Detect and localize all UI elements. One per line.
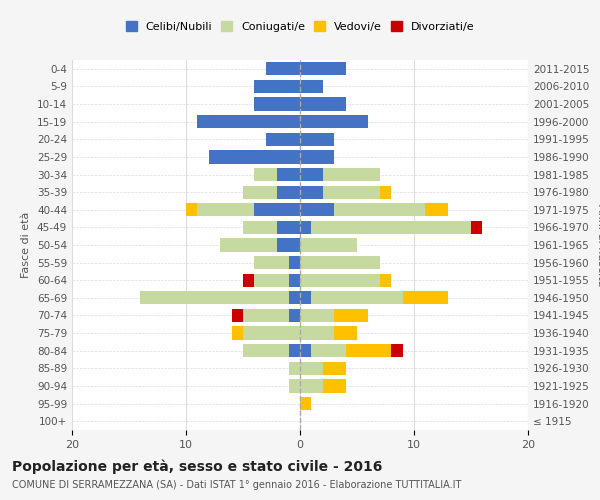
Bar xyxy=(300,203,334,216)
Bar xyxy=(197,115,300,128)
Bar xyxy=(300,221,311,234)
Bar xyxy=(300,238,357,252)
Bar xyxy=(289,274,300,287)
Bar xyxy=(300,326,334,340)
Y-axis label: Fasce di età: Fasce di età xyxy=(22,212,31,278)
Bar xyxy=(311,344,346,358)
Bar xyxy=(380,186,391,198)
Bar xyxy=(471,221,482,234)
Bar xyxy=(346,344,391,358)
Bar xyxy=(254,274,289,287)
Legend: Celibi/Nubili, Coniugati/e, Vedovi/e, Divorziati/e: Celibi/Nubili, Coniugati/e, Vedovi/e, Di… xyxy=(122,18,478,35)
Bar xyxy=(254,98,300,110)
Bar xyxy=(254,256,289,269)
Bar xyxy=(243,186,277,198)
Bar xyxy=(300,309,334,322)
Bar xyxy=(380,274,391,287)
Bar xyxy=(266,62,300,76)
Y-axis label: Anni di nascita: Anni di nascita xyxy=(596,204,600,286)
Bar xyxy=(300,291,311,304)
Bar xyxy=(277,186,300,198)
Bar xyxy=(300,150,334,164)
Bar xyxy=(186,203,197,216)
Text: COMUNE DI SERRAMEZZANA (SA) - Dati ISTAT 1° gennaio 2016 - Elaborazione TUTTITAL: COMUNE DI SERRAMEZZANA (SA) - Dati ISTAT… xyxy=(12,480,461,490)
Bar xyxy=(197,203,254,216)
Bar xyxy=(232,326,243,340)
Bar xyxy=(289,256,300,269)
Bar xyxy=(277,238,300,252)
Bar xyxy=(300,132,334,146)
Bar xyxy=(243,309,289,322)
Bar xyxy=(243,221,277,234)
Bar xyxy=(254,80,300,93)
Bar xyxy=(300,186,323,198)
Bar xyxy=(289,291,300,304)
Bar xyxy=(323,362,346,375)
Bar xyxy=(289,380,300,392)
Bar xyxy=(403,291,448,304)
Bar xyxy=(289,344,300,358)
Bar xyxy=(266,132,300,146)
Bar xyxy=(300,62,346,76)
Text: Popolazione per età, sesso e stato civile - 2016: Popolazione per età, sesso e stato civil… xyxy=(12,460,382,474)
Bar xyxy=(300,274,380,287)
Bar xyxy=(334,203,425,216)
Bar xyxy=(277,221,300,234)
Bar xyxy=(140,291,289,304)
Bar xyxy=(220,238,277,252)
Bar xyxy=(311,291,403,304)
Bar xyxy=(391,344,403,358)
Bar xyxy=(300,344,311,358)
Bar xyxy=(232,309,243,322)
Bar xyxy=(243,274,254,287)
Bar xyxy=(323,186,380,198)
Bar xyxy=(243,326,300,340)
Bar xyxy=(300,80,323,93)
Bar xyxy=(323,168,380,181)
Bar xyxy=(300,380,323,392)
Bar xyxy=(334,326,357,340)
Bar xyxy=(311,221,471,234)
Bar xyxy=(300,397,311,410)
Bar xyxy=(277,168,300,181)
Bar xyxy=(254,203,300,216)
Bar xyxy=(289,362,300,375)
Bar xyxy=(300,256,380,269)
Bar xyxy=(289,309,300,322)
Bar xyxy=(334,309,368,322)
Bar xyxy=(300,168,323,181)
Bar xyxy=(300,98,346,110)
Bar xyxy=(254,168,277,181)
Bar xyxy=(300,362,323,375)
Bar xyxy=(425,203,448,216)
Bar xyxy=(209,150,300,164)
Bar xyxy=(323,380,346,392)
Bar xyxy=(243,344,289,358)
Bar xyxy=(300,115,368,128)
